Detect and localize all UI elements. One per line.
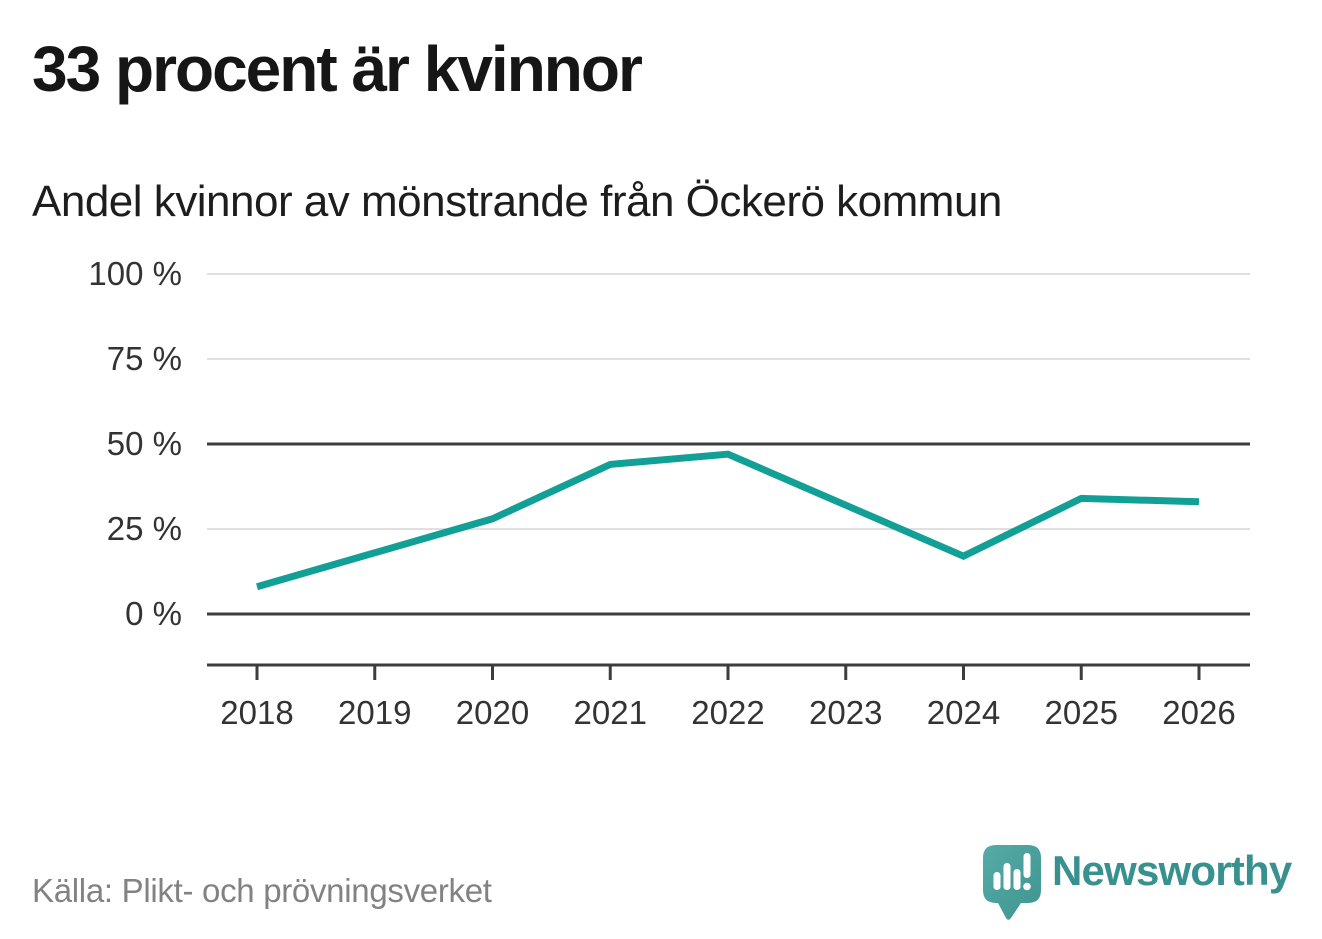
x-axis-label-2022: 2022 [691, 694, 764, 731]
x-axis-label-2019: 2019 [338, 694, 411, 731]
bar-icon-2 [1003, 863, 1011, 890]
bar-icon-3 [1013, 869, 1021, 890]
y-axis-label-50: 50 % [107, 425, 182, 462]
x-axis-label-2021: 2021 [574, 694, 647, 731]
y-axis-label-100: 100 % [88, 255, 182, 292]
speech-bubble-shape [983, 845, 1041, 920]
x-axis-label-2024: 2024 [927, 694, 1000, 731]
newsworthy-logo-text: Newsworthy [1052, 847, 1292, 894]
y-axis-label-75: 75 % [107, 340, 182, 377]
bar-icon-1 [993, 872, 1001, 890]
x-axis-label-2020: 2020 [456, 694, 529, 731]
chart-subtitle: Andel kvinnor av mönstrande från Öckerö … [32, 177, 1002, 226]
source-note: Källa: Plikt- och prövningsverket [32, 872, 492, 909]
page-title: 33 procent är kvinnor [32, 33, 643, 105]
newsworthy-logo: Newsworthy [983, 845, 1292, 921]
data-line-andel-kvinnor-av-m-nstrande [256, 450, 1200, 591]
x-axis-label-2023: 2023 [809, 694, 882, 731]
newsworthy-logo-icon [983, 845, 1041, 920]
x-axis-label-2025: 2025 [1045, 694, 1118, 731]
x-axis-label-2018: 2018 [220, 694, 293, 731]
x-axis-label-2026: 2026 [1162, 694, 1235, 731]
y-axis-label-0: 0 % [125, 595, 182, 632]
y-axis-label-25: 25 % [107, 510, 182, 547]
exclamation-bar-icon [1023, 853, 1031, 878]
exclamation-dot-icon [1023, 882, 1031, 891]
